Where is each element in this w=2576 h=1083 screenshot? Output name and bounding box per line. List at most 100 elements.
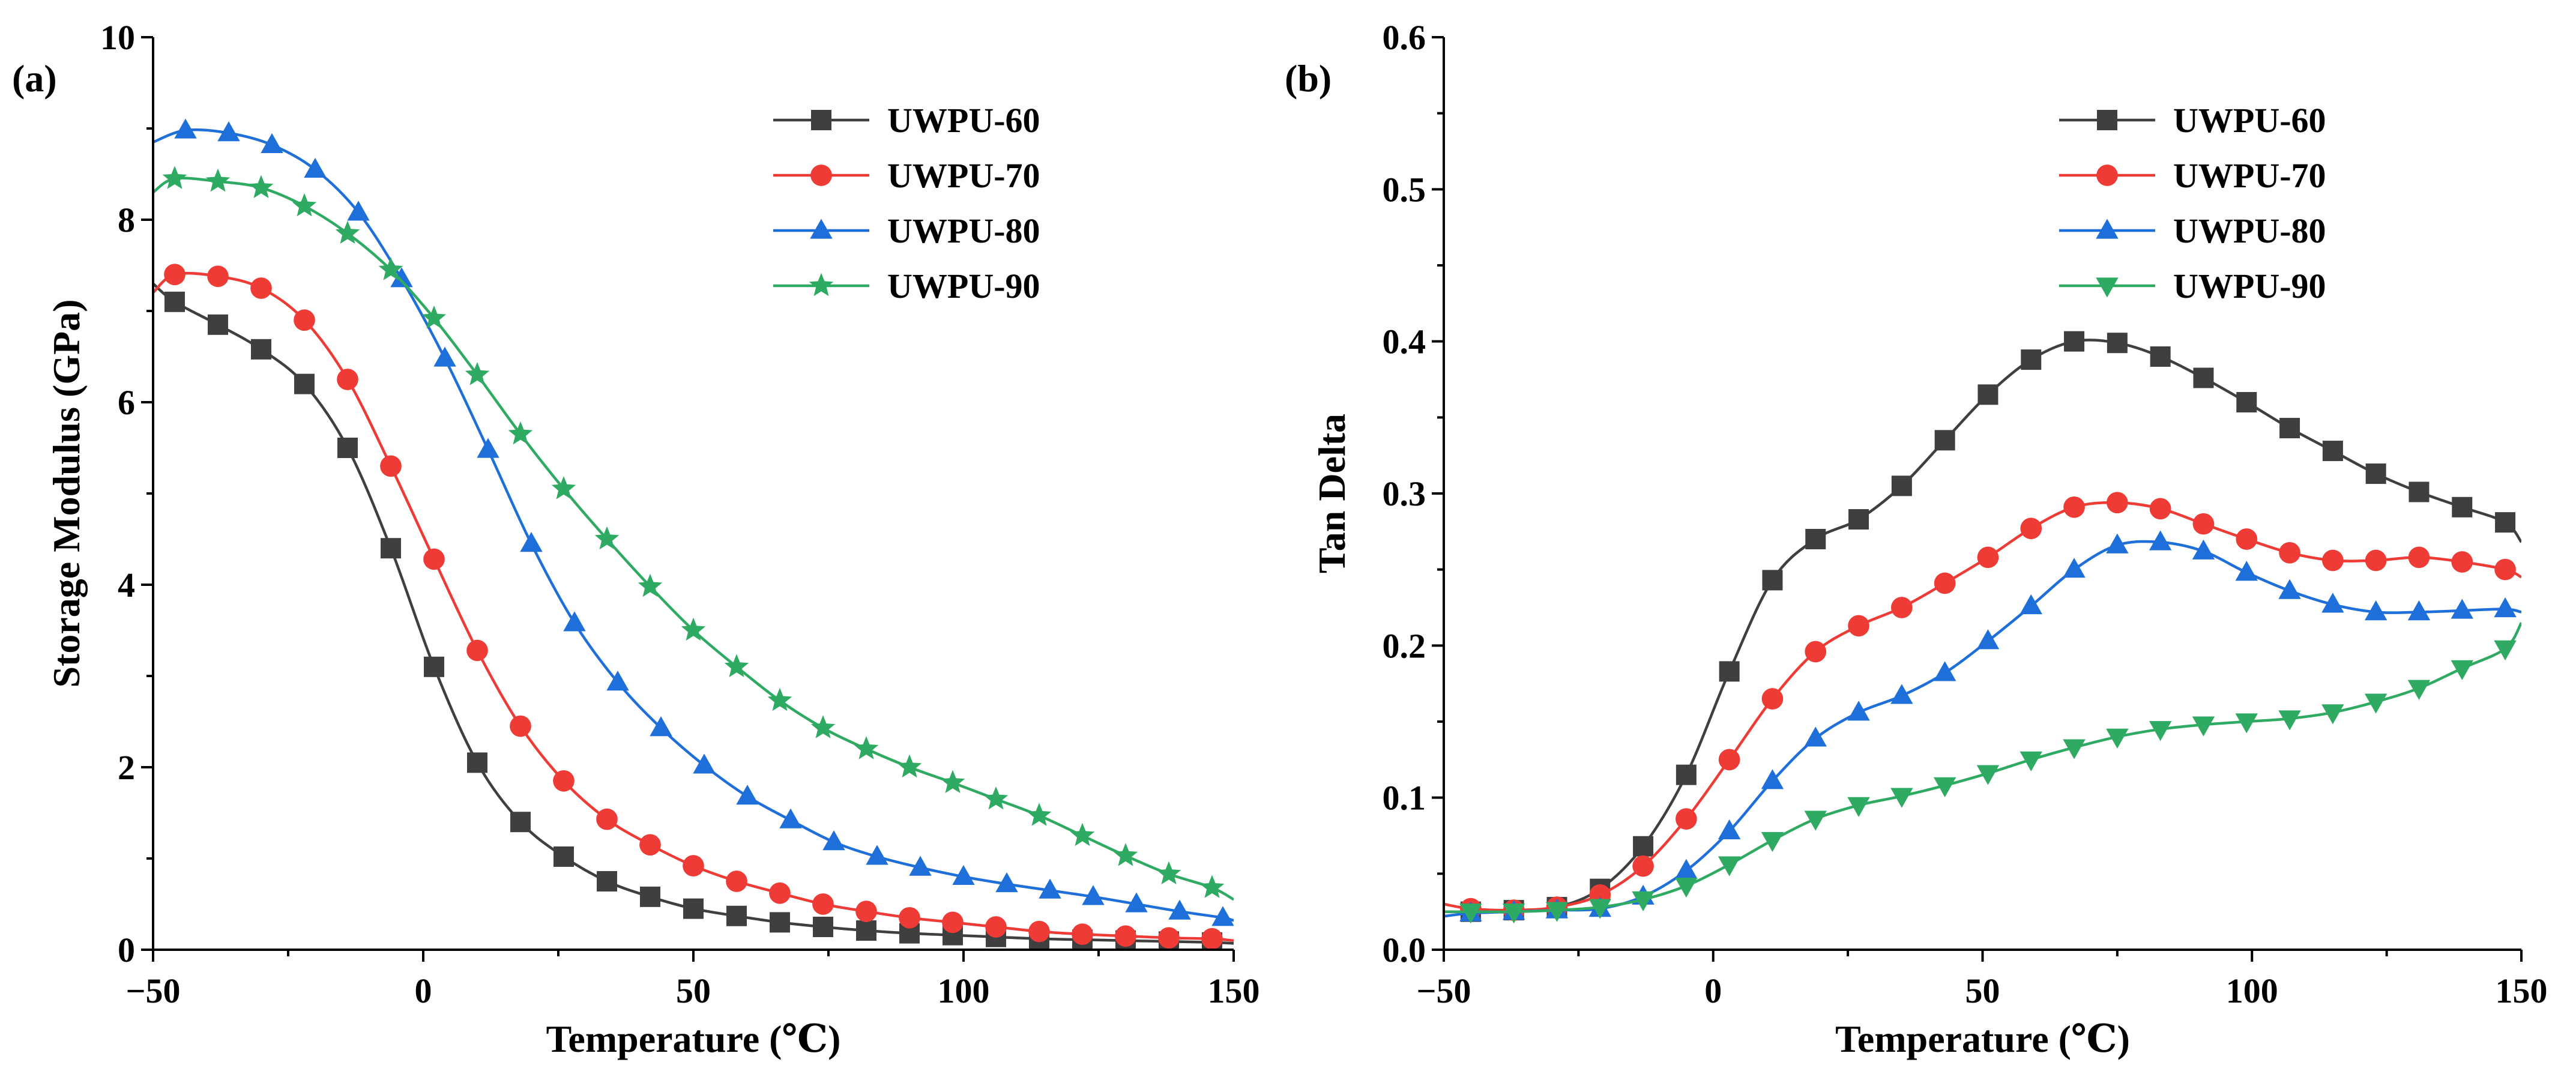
series-line: [153, 176, 1234, 901]
data-point: [1459, 904, 1482, 924]
data-point: [1933, 661, 1956, 681]
data-point: [2365, 549, 2387, 572]
y-axis-label: Storage Modulus (GPa): [45, 299, 88, 687]
data-point: [2149, 721, 2172, 741]
data-point: [433, 346, 456, 367]
legend-label: UWPU-70: [2173, 156, 2326, 195]
data-point: [337, 438, 358, 458]
legend-item: UWPU-80: [2059, 211, 2326, 250]
data-point: [639, 834, 661, 856]
data-point: [1502, 904, 1525, 924]
x-tick-label: 150: [2496, 971, 2548, 1010]
data-point: [813, 917, 833, 937]
data-point: [250, 277, 272, 299]
legend: UWPU-60 UWPU-70 UWPU-80 UWPU-90: [2059, 101, 2326, 306]
data-point: [2019, 751, 2042, 771]
data-point: [1082, 885, 1105, 905]
data-point: [724, 654, 749, 677]
data-point: [1632, 855, 1654, 877]
data-point: [1804, 810, 1827, 831]
data-point: [421, 305, 447, 329]
legend-item: UWPU-90: [773, 267, 1040, 306]
data-point: [294, 309, 315, 331]
legend-marker: [2097, 110, 2117, 130]
data-point: [2364, 693, 2387, 714]
data-point: [423, 548, 445, 570]
data-point: [208, 314, 228, 335]
data-point: [683, 898, 704, 919]
data-point: [1848, 509, 1869, 530]
data-point: [2235, 561, 2258, 581]
legend-marker: [2096, 219, 2119, 239]
data-point: [940, 770, 965, 793]
data-point: [424, 656, 444, 677]
data-point: [597, 871, 617, 891]
data-point: [1632, 891, 1654, 911]
data-point: [2321, 704, 2344, 725]
data-point: [2235, 713, 2258, 734]
data-point: [1891, 475, 1912, 496]
x-axis-label: Temperature (℃): [1835, 1018, 2130, 1060]
data-point: [2149, 530, 2172, 551]
data-point: [1976, 629, 2000, 650]
data-point: [1633, 836, 1654, 857]
data-point: [381, 538, 401, 559]
data-point: [856, 920, 876, 941]
data-point: [1211, 906, 1234, 926]
series-uwpu-80: [153, 118, 1234, 926]
data-point: [553, 770, 575, 792]
data-point: [909, 855, 932, 876]
data-point: [2150, 346, 2171, 367]
data-point: [1761, 688, 1784, 710]
data-point: [1675, 858, 1698, 879]
data-point: [2063, 496, 2085, 518]
data-point: [551, 476, 576, 499]
data-point: [1125, 892, 1148, 913]
data-point: [1113, 843, 1138, 866]
y-tick-label: 8: [118, 201, 135, 240]
data-point: [866, 845, 888, 865]
data-point: [510, 715, 531, 737]
legend-marker: [2096, 277, 2119, 298]
legend-label: UWPU-60: [2173, 101, 2326, 140]
data-point: [2064, 331, 2085, 352]
data-point: [726, 870, 747, 892]
data-point: [899, 907, 920, 929]
data-point: [1933, 777, 1956, 797]
data-point: [1977, 384, 1998, 405]
data-point: [1545, 902, 1569, 922]
y-tick-label: 0.6: [1383, 18, 1426, 57]
data-point: [335, 220, 360, 244]
data-point: [292, 193, 317, 217]
x-tick-label: −50: [125, 971, 180, 1010]
data-point: [2452, 496, 2473, 517]
data-point: [638, 573, 663, 597]
y-tick-label: 0.1: [1383, 779, 1426, 818]
legend-label: UWPU-90: [887, 267, 1040, 306]
data-point: [554, 846, 574, 867]
x-tick-label: −50: [1416, 971, 1471, 1010]
data-point: [1934, 430, 1955, 451]
data-point: [1805, 641, 1827, 663]
legend-label: UWPU-80: [2173, 211, 2326, 250]
data-point: [1676, 764, 1697, 785]
series-uwpu-90: [1444, 622, 2521, 924]
data-point: [683, 855, 704, 877]
data-point: [294, 373, 315, 394]
legend-label: UWPU-60: [887, 101, 1040, 140]
legend: UWPU-60 UWPU-70 UWPU-80 UWPU-90: [773, 101, 1040, 306]
series-uwpu-70: [153, 264, 1234, 950]
data-point: [640, 886, 660, 907]
data-point: [822, 830, 845, 851]
legend-label: UWPU-80: [887, 211, 1040, 250]
data-point: [1588, 899, 1611, 919]
y-tick-label: 6: [118, 383, 135, 422]
series-uwpu-90: [153, 166, 1234, 901]
y-tick-label: 0.5: [1383, 170, 1426, 209]
data-point: [1891, 597, 1913, 618]
data-point: [2407, 600, 2431, 621]
data-point: [1890, 684, 1913, 704]
series-line: [1444, 501, 2521, 912]
data-point: [1718, 819, 1741, 839]
